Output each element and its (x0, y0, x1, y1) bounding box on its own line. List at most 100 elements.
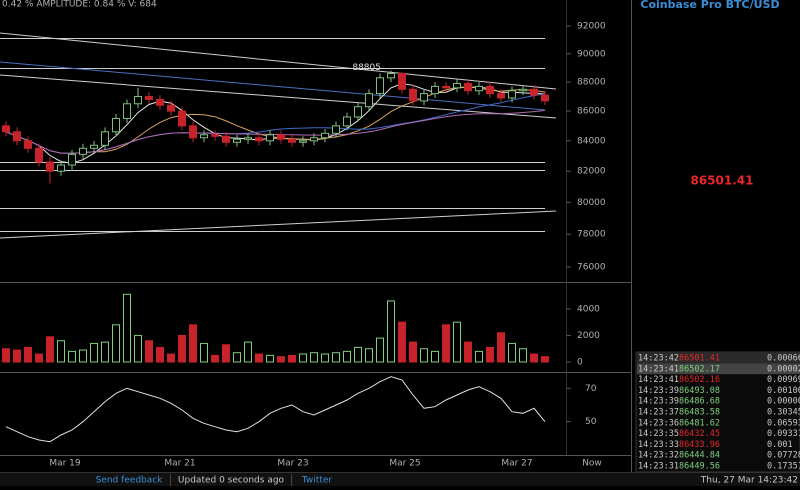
volume-bar (288, 354, 296, 363)
candle-body (288, 138, 296, 143)
volume-bar (508, 342, 516, 363)
volume-bar (409, 341, 417, 363)
trade-price: 86502.16 (679, 375, 720, 385)
trend-line (0, 61, 546, 111)
trade-time: 14:23:42 (638, 354, 679, 364)
candle-body (123, 103, 131, 119)
trade-price: 86501.41 (679, 354, 720, 364)
feedback-link[interactable]: Send feedback (96, 476, 164, 486)
last-price: 86501.41 (690, 174, 753, 188)
volume-bar (376, 337, 384, 363)
y-tick-label: 0 (577, 358, 583, 368)
candle-body (46, 161, 54, 172)
trade-time: 14:23:39 (638, 397, 679, 407)
candle-body (332, 125, 340, 134)
candle-body (68, 153, 76, 166)
trade-size: 0.00000 (767, 397, 800, 407)
volume-bar (464, 341, 472, 363)
volume-bar (321, 353, 329, 363)
y-tick-label: 50 (585, 417, 597, 427)
candle-body (233, 138, 241, 143)
trade-time: 14:23:31 (638, 462, 679, 472)
candle-body (57, 164, 65, 172)
trade-row: 14:23:32 86444.84 0.07728 (638, 451, 800, 461)
trade-size: 0.00100 (767, 386, 800, 396)
y-tick-label: 80000 (577, 198, 606, 208)
trade-price: 86502.17 (679, 364, 720, 374)
x-tick-label: Mar 23 (277, 459, 308, 469)
trade-size: 0.30345 (767, 408, 800, 418)
volume-bar (178, 334, 186, 363)
candle-body (530, 88, 538, 96)
y-tick-label: 82000 (577, 167, 606, 177)
trade-size: 0.09331 (767, 429, 800, 439)
trade-row: 14:23:42 86501.41 0.00066 (637, 352, 800, 364)
candle-body (244, 137, 252, 140)
volume-bar (222, 344, 230, 363)
volume-bar (365, 348, 373, 363)
candle-body (101, 131, 109, 146)
volume-bar (387, 300, 395, 363)
candle-body (343, 116, 351, 127)
volume-bar (211, 354, 219, 363)
trade-size: 0.00969 (767, 375, 800, 385)
candle-body (277, 134, 285, 140)
y-tick-label: 70 (585, 384, 597, 394)
volume-bar (156, 346, 164, 363)
x-tick-label: Mar 21 (164, 459, 195, 469)
volume-bar (398, 321, 406, 363)
y-tick-label: 88000 (577, 78, 606, 88)
trade-row: 14:23:41 86502.17 0.00002 (637, 363, 800, 374)
volume-bar (112, 324, 120, 363)
candle-body (2, 125, 10, 133)
trade-time: 14:23:37 (638, 408, 679, 418)
twitter-link[interactable]: Twitter (301, 476, 332, 486)
candle-body (134, 96, 142, 105)
volume-bar (68, 350, 76, 363)
volume-bar (431, 350, 439, 363)
trade-row: 14:23:35 86432.45 0.09331 (638, 429, 800, 439)
candle-body (167, 104, 175, 112)
volume-bar (101, 341, 109, 363)
y-tick-label: 2000 (577, 331, 600, 341)
trade-time: 14:23:32 (638, 451, 679, 461)
candle-body (255, 137, 263, 142)
volume-bar (299, 353, 307, 363)
candle-body (178, 110, 186, 127)
trade-row: 14:23:41 86502.16 0.00969 (638, 375, 800, 385)
volume-bar (497, 332, 505, 363)
candle-body (475, 85, 483, 92)
x-tick-label: Mar 25 (389, 459, 420, 469)
candle-body (112, 117, 120, 133)
trend-line (0, 32, 557, 90)
trade-row: 14:23:39 86493.08 0.00100 (638, 386, 800, 396)
volume-bar (343, 350, 351, 363)
trade-highlight (637, 363, 800, 375)
volume-bar (266, 354, 274, 363)
trend-line (0, 210, 557, 239)
volume-bar (145, 340, 153, 363)
candle-body (222, 135, 230, 143)
candle-body (200, 134, 208, 139)
trade-size: 0.00002 (767, 364, 800, 374)
candle-body (299, 140, 307, 143)
volume-bar (79, 349, 87, 363)
trade-row: 14:23:31 86449.56 0.17351 (638, 462, 800, 472)
volume-bar (35, 353, 43, 363)
volume-bar (200, 342, 208, 363)
candle-body (442, 85, 450, 89)
candle-body (189, 125, 197, 139)
y-tick-label: 76000 (577, 262, 606, 272)
candle-body (321, 132, 329, 139)
volume-bar (255, 353, 263, 363)
volume-bar (486, 346, 494, 363)
volume-bar (24, 346, 32, 363)
trade-price: 86444.84 (679, 451, 720, 461)
trade-price: 86432.45 (679, 429, 720, 439)
moving-average (5, 109, 546, 154)
candle-body (541, 94, 549, 102)
candle-body (13, 131, 21, 142)
update-status: Updated 0 seconds ago (178, 476, 285, 486)
